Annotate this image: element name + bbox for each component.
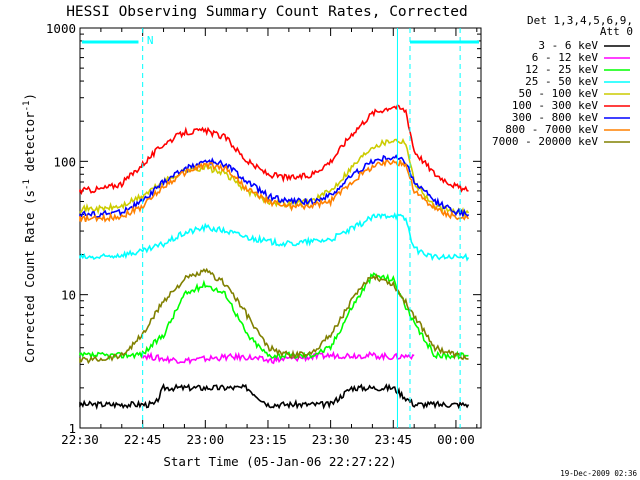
legend-entry-8: 800 - 7000 keV (505, 123, 598, 136)
series-line-6 (79, 103, 469, 196)
x-tick-label: 22:45 (124, 432, 162, 447)
series-line-2 (142, 350, 415, 365)
legend-entry-9: 7000 - 20000 keV (492, 135, 598, 148)
y-axis-label: Corrected Count Rate (s-1 detector-1) (22, 93, 37, 363)
legend-entry-7: 300 - 800 keV (512, 111, 598, 124)
legend-entry-2: 6 - 12 keV (532, 51, 599, 64)
annotations: N (82, 28, 479, 428)
y-tick-label: 100 (53, 154, 76, 169)
legend-entry-6: 100 - 300 keV (512, 99, 598, 112)
chart-title: HESSI Observing Summary Count Rates, Cor… (66, 4, 468, 20)
legend-header: Det 1,3,4,5,6,9, (527, 14, 633, 27)
x-tick-label: 23:45 (374, 432, 412, 447)
series-line-7 (79, 154, 470, 219)
x-tick-label: 23:00 (186, 432, 224, 447)
series-line-9 (79, 267, 469, 365)
series-line-8 (79, 159, 470, 223)
legend-entry-1: 3 - 6 keV (538, 39, 598, 52)
series-line-4 (79, 212, 470, 262)
legend-entry-3: 12 - 25 keV (525, 63, 598, 76)
legend-entry-5: 50 - 100 keV (519, 87, 599, 100)
legend-header: Att 0 (600, 25, 633, 38)
x-tick-label: 23:30 (312, 432, 350, 447)
axis-ticks (79, 28, 481, 429)
series-line-1 (79, 382, 470, 411)
x-tick-label: 22:30 (61, 432, 99, 447)
legend-entry-4: 25 - 50 keV (525, 75, 598, 88)
timestamp: 19-Dec-2009 02:36 (560, 469, 637, 478)
tick-labels: 22:30 22:45 23:00 23:15 23:30 23:45 00:00 1 10 10… (46, 21, 475, 447)
x-tick-label: 23:15 (249, 432, 287, 447)
series-lines (79, 103, 470, 411)
x-tick-label: 00:00 (437, 432, 475, 447)
x-axis-label: Start Time (05-Jan-06 22:27:22) (163, 454, 396, 469)
plot-frame (79, 27, 482, 429)
y-tick-label: 1 (68, 421, 76, 436)
y-tick-label: 1000 (46, 21, 76, 36)
y-tick-label: 10 (61, 288, 76, 303)
night-label: N (147, 34, 154, 47)
